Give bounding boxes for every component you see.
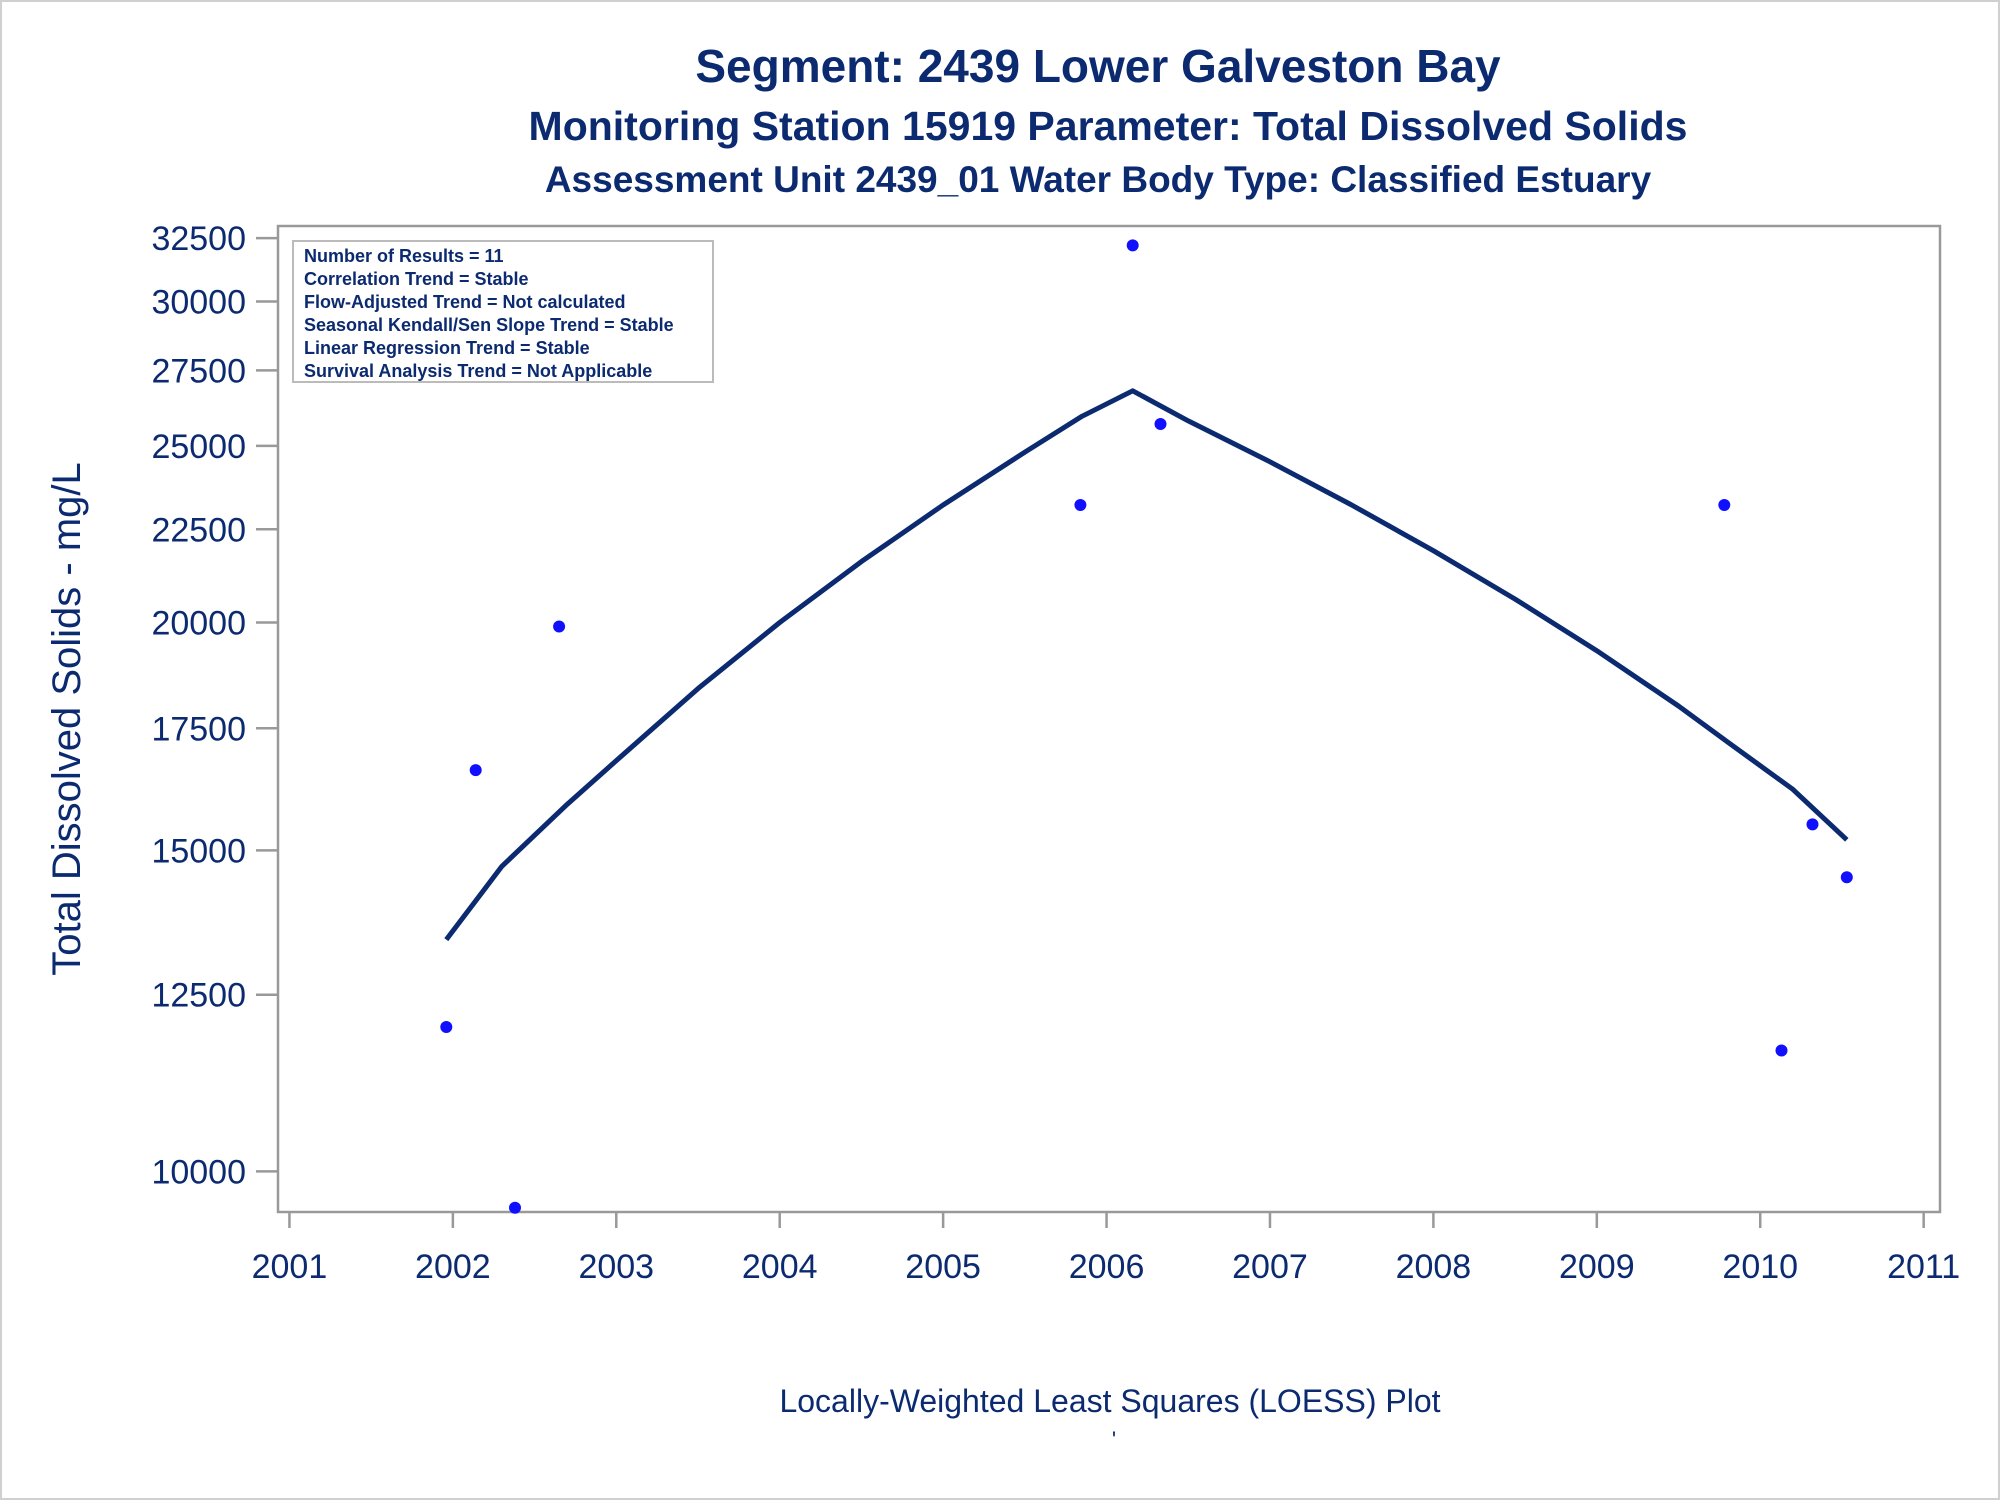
y-tick-label: 32500 — [151, 220, 246, 258]
y-axis-label: Total Dissolved Solids - mg/L — [45, 462, 89, 976]
y-axis: 10000 12500 15000 17500 20000 22500 25000 27500… — [151, 220, 278, 1191]
data-point — [1126, 239, 1139, 252]
y-tick-label: 12500 — [151, 977, 246, 1015]
data-point — [509, 1201, 521, 1214]
chart-title: Segment: 2439 Lower Galveston Bay — [695, 40, 1501, 92]
x-tick-label: 2002 — [415, 1248, 491, 1286]
x-tick-label: 2007 — [1232, 1248, 1308, 1286]
data-point — [553, 620, 566, 633]
data-point — [1806, 818, 1819, 831]
y-tick-label: 25000 — [151, 428, 246, 466]
data-point — [1775, 1044, 1788, 1057]
x-tick-label: 2011 — [1887, 1248, 1960, 1286]
y-tick-label: 27500 — [151, 352, 246, 390]
y-tick-label: 15000 — [151, 832, 246, 870]
x-tick-label: 2001 — [252, 1248, 328, 1286]
data-point — [1840, 871, 1853, 884]
data-point — [440, 1021, 453, 1033]
data-point — [1154, 418, 1167, 430]
stats-box: Number of Results = 11 Correlation Trend… — [292, 240, 714, 383]
x-axis: 2001 2002 2003 2004 2005 2006 2007 2008 2009 2010… — [252, 1212, 1960, 1286]
x-tick-label: 2004 — [742, 1248, 818, 1286]
x-tick-label: 2009 — [1559, 1248, 1635, 1286]
stats-line-survival: Survival Analysis Trend = Not Applicable — [304, 361, 652, 381]
stats-line-seasonal-kendall: Seasonal Kendall/Sen Slope Trend = Stabl… — [304, 315, 674, 335]
stats-line-correlation: Correlation Trend = Stable — [304, 269, 529, 289]
data-point — [469, 764, 482, 777]
stats-box-border — [292, 240, 714, 383]
stats-line-linear-regression: Linear Regression Trend = Stable — [304, 338, 590, 358]
data-points — [440, 239, 1853, 1214]
plot-area-border — [276, 224, 1942, 1214]
data-point — [1074, 499, 1087, 511]
x-tick-label: 2008 — [1396, 1248, 1472, 1286]
loess-line — [444, 388, 1849, 942]
y-tick-label: 20000 — [151, 605, 246, 643]
y-tick-label: 22500 — [151, 511, 246, 549]
x-tick-label: 2005 — [905, 1248, 981, 1286]
stats-line-flow-adjusted: Flow-Adjusted Trend = Not calculated — [304, 292, 626, 312]
stats-line-results: Number of Results = 11 — [304, 246, 504, 266]
x-tick-label: 2006 — [1069, 1248, 1145, 1286]
chart-subtitle-station: Monitoring Station 15919 Parameter: Tota… — [529, 103, 1688, 149]
x-tick-label: 2003 — [578, 1248, 654, 1286]
data-point — [1718, 499, 1731, 511]
y-tick-label: 30000 — [151, 283, 246, 321]
y-tick-label: 10000 — [151, 1153, 246, 1191]
chart-subtitle-assessment: Assessment Unit 2439_01 Water Body Type:… — [545, 159, 1652, 200]
footer-tick-mark: ' — [1112, 1427, 1116, 1452]
y-tick-label: 17500 — [151, 710, 246, 748]
x-tick-label: 2010 — [1722, 1248, 1798, 1286]
plot-type-label: Locally-Weighted Least Squares (LOESS) P… — [779, 1383, 1440, 1419]
